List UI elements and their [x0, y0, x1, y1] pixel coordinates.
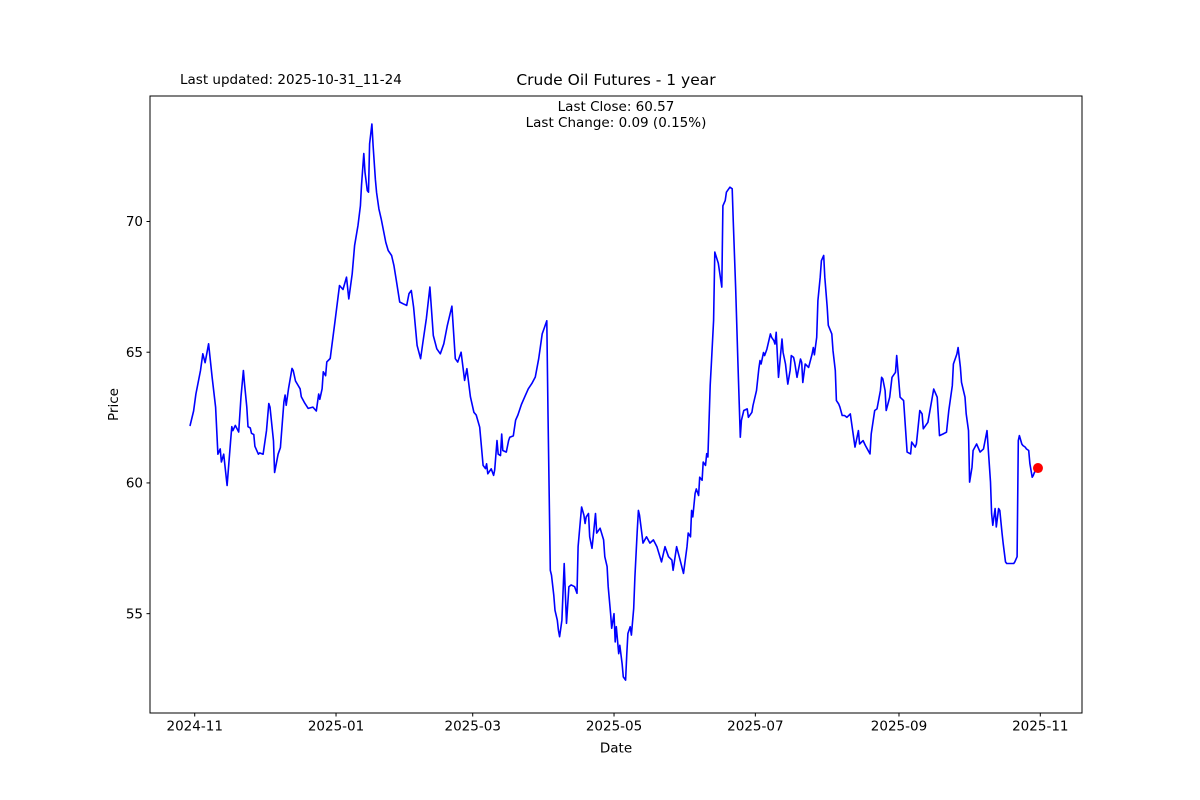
last-close-annotation: Last Close: 60.57 Last Change: 0.09 (0.1… [150, 99, 1082, 131]
chart-title: Crude Oil Futures - 1 year [516, 71, 716, 89]
x-tick-label: 2024-11 [167, 719, 223, 735]
x-tick-label: 2025-03 [445, 719, 501, 735]
y-tick-label: 55 [126, 606, 143, 622]
last-updated-text: Last updated: 2025-10-31_11-24 [180, 72, 402, 88]
last-price-marker [1032, 463, 1043, 474]
x-tick-label: 2025-11 [1012, 719, 1068, 735]
last-close-text: Last Close: 60.57 [557, 99, 675, 115]
x-tick-label: 2025-01 [308, 719, 364, 735]
y-tick-label: 60 [126, 476, 143, 492]
x-tick-label: 2025-07 [727, 719, 783, 735]
price-line [189, 123, 1039, 681]
x-tick-label: 2025-05 [586, 719, 642, 735]
x-tick-label: 2025-09 [871, 719, 927, 735]
y-tick-label: 65 [126, 345, 143, 361]
x-axis-label: Date [600, 741, 632, 757]
plot-area-border [149, 95, 1083, 714]
y-tick-label: 70 [126, 214, 143, 230]
last-change-text: Last Change: 0.09 (0.15%) [525, 114, 707, 131]
y-axis-label: Price [106, 388, 122, 421]
